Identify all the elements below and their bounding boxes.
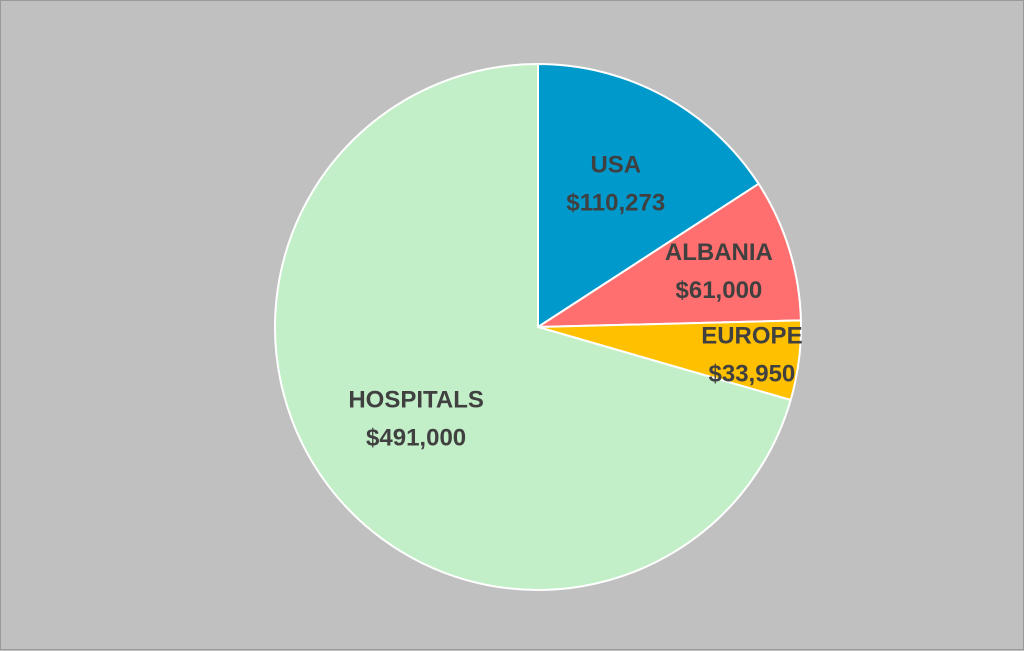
slice-category-label: HOSPITALS: [348, 387, 484, 414]
slice-category-label: ALBANIA: [665, 239, 773, 266]
pie-slices: [274, 63, 802, 591]
slice-value-label: $33,950: [709, 361, 796, 388]
pie-slice-usa: [537, 63, 760, 328]
slice-value-label: $491,000: [366, 425, 466, 452]
slice-value-label: $61,000: [676, 277, 763, 304]
slice-value-label: $110,273: [566, 190, 665, 217]
pie-slice-hospitals: [274, 63, 792, 591]
slice-category-label: USA: [590, 152, 641, 179]
pie-slice-albania: [537, 182, 802, 328]
slice-category-label: EUROPE: [701, 323, 802, 350]
